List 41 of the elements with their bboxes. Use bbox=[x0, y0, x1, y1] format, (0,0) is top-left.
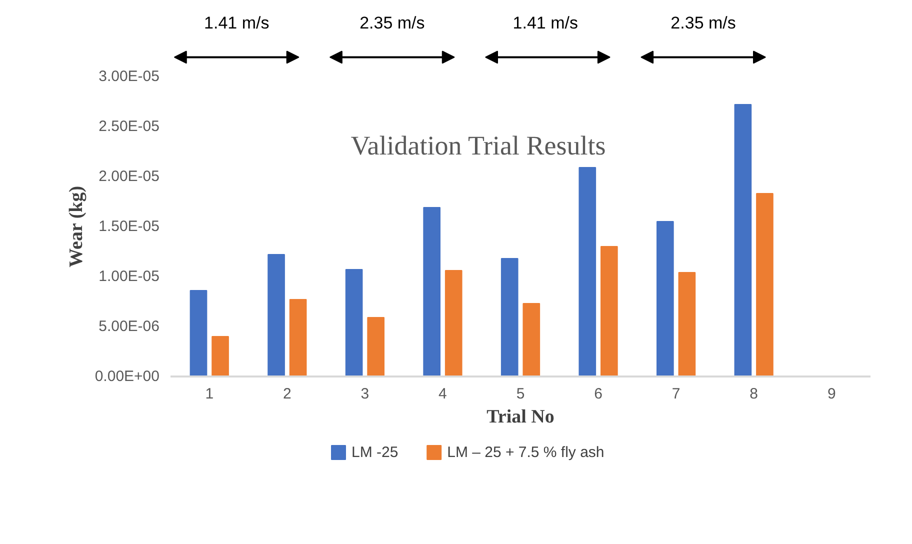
x-tick-label: 9 bbox=[827, 386, 836, 402]
y-tick-label: 1.00E-05 bbox=[98, 268, 160, 285]
x-tick-label: 6 bbox=[594, 386, 602, 402]
y-tick-label: 2.00E-05 bbox=[98, 168, 160, 185]
bar bbox=[289, 299, 307, 376]
y-tick-label: 1.50E-05 bbox=[98, 218, 160, 235]
bar bbox=[444, 270, 462, 376]
x-tick-label: 7 bbox=[672, 386, 680, 402]
bar bbox=[522, 303, 540, 376]
bar bbox=[190, 290, 208, 376]
x-tick-label: 5 bbox=[516, 386, 525, 402]
text: 2.35 m/s bbox=[670, 13, 736, 32]
x-tick-label: 3 bbox=[360, 386, 370, 402]
x-tick-label: 1 bbox=[205, 386, 214, 402]
bar bbox=[500, 258, 518, 376]
text: 1.41 m/s bbox=[512, 13, 578, 32]
y-tick-label: 3.00E-05 bbox=[98, 68, 160, 85]
bar bbox=[212, 336, 229, 376]
y-tick-label: 5.00E-06 bbox=[98, 318, 160, 335]
text: 1.41 m/s bbox=[204, 13, 270, 32]
legend-label: LM -25 bbox=[352, 444, 398, 461]
bar bbox=[345, 269, 363, 376]
bar bbox=[678, 272, 696, 376]
bar bbox=[734, 104, 752, 376]
bar bbox=[367, 317, 384, 376]
bar bbox=[268, 254, 285, 376]
bar bbox=[578, 167, 596, 376]
x-tick-label: 2 bbox=[282, 386, 292, 402]
x-axis-title: Trial No bbox=[486, 406, 554, 428]
text: Validation Trial Results bbox=[350, 130, 606, 160]
bar bbox=[423, 207, 440, 376]
y-tick-label: 0.00E+00 bbox=[94, 368, 160, 385]
y-tick-label: 2.50E-05 bbox=[98, 118, 160, 135]
text: 2.35 m/s bbox=[360, 13, 425, 32]
legend-label: LM – 25 + 7.5 % fly ash bbox=[447, 444, 604, 461]
bar bbox=[756, 193, 774, 376]
bar bbox=[656, 221, 674, 376]
bar bbox=[600, 246, 618, 376]
x-tick-label: 8 bbox=[750, 386, 758, 402]
y-axis-title: Wear (kg) bbox=[66, 186, 87, 268]
x-tick-label: 4 bbox=[438, 386, 447, 402]
